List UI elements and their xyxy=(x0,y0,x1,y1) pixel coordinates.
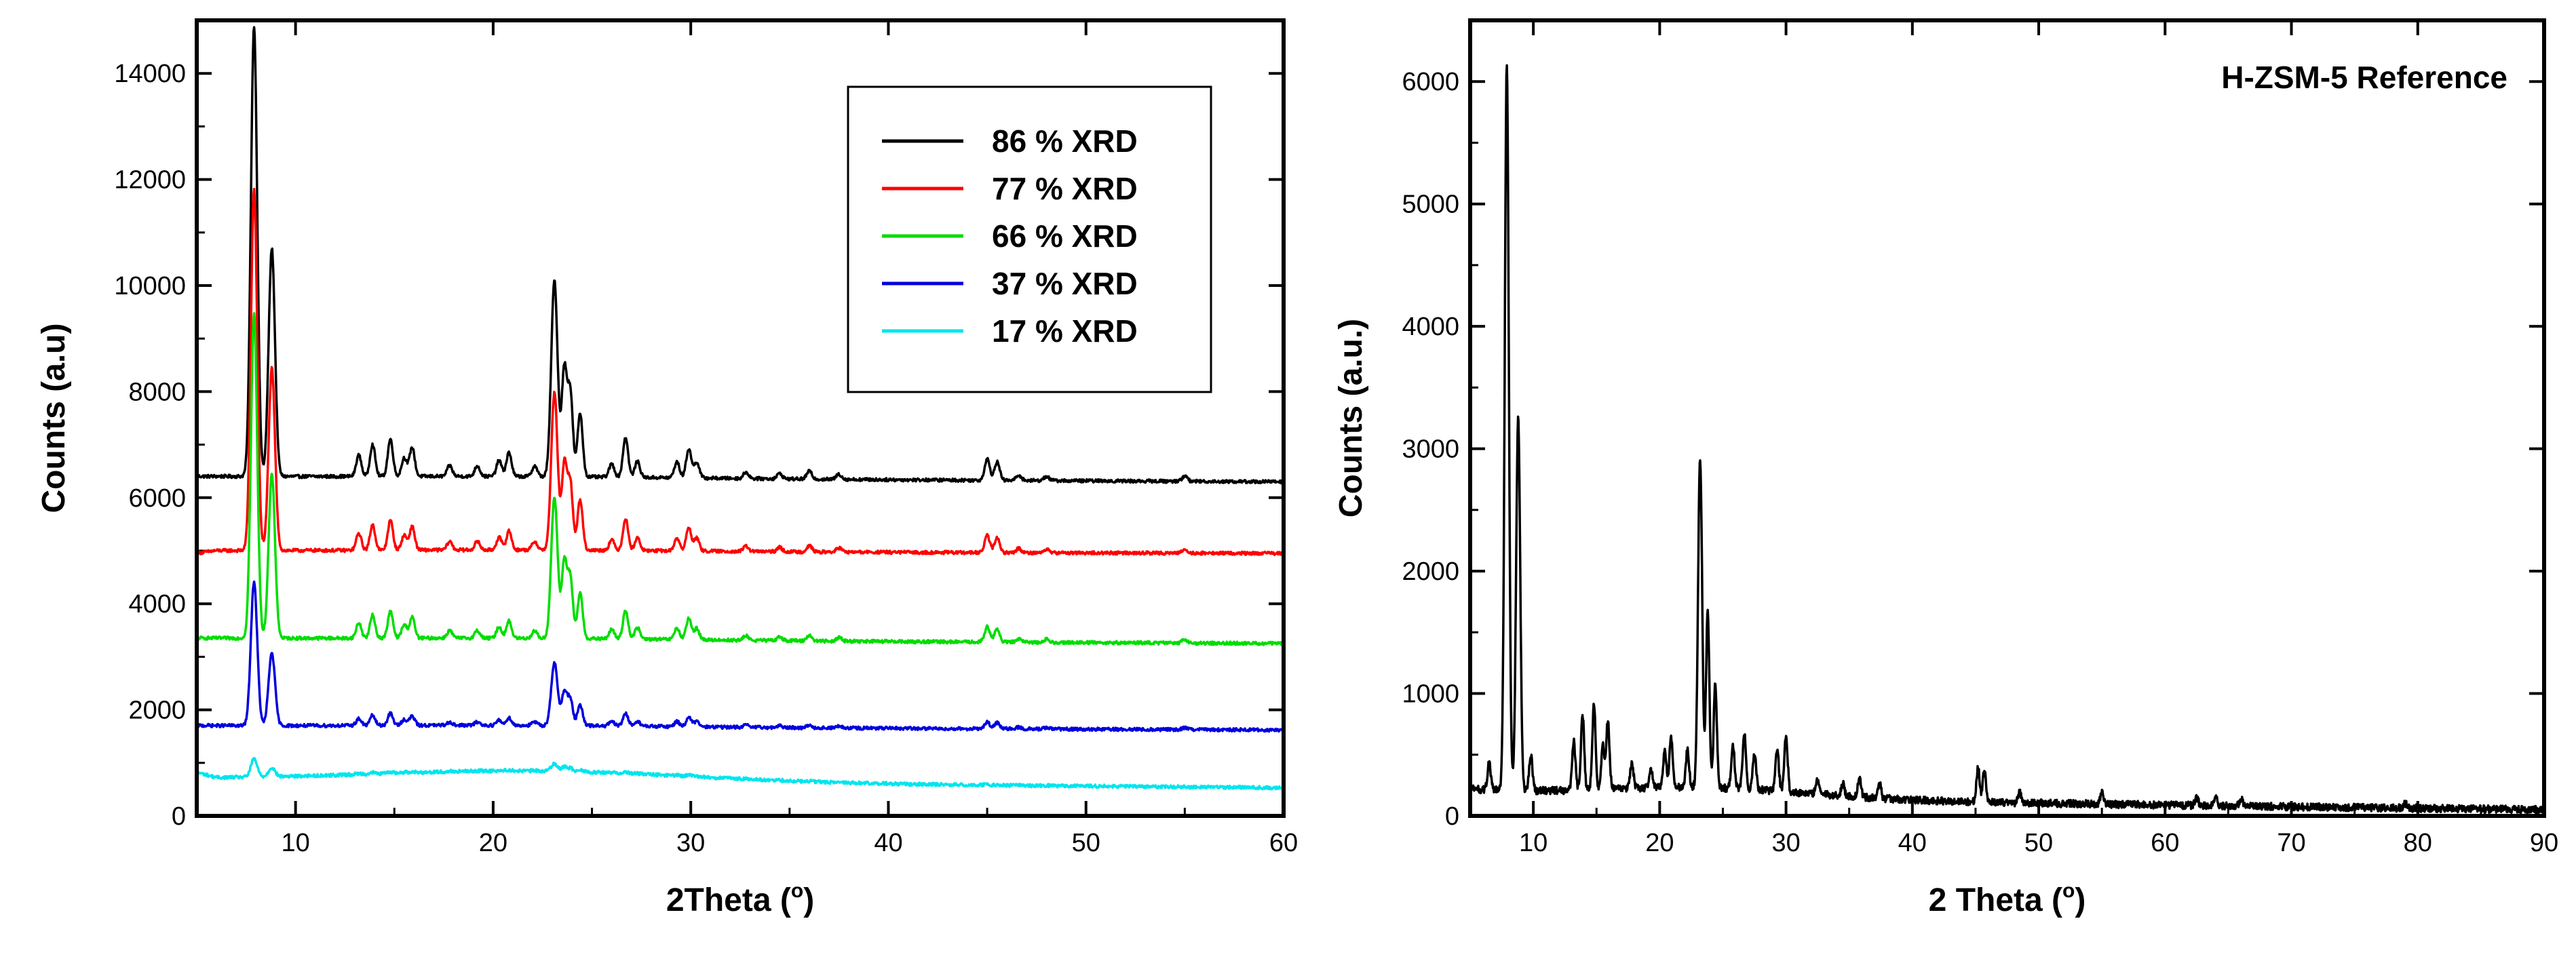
x-tick-label: 50 xyxy=(2024,829,2053,857)
legend: 86 % XRD 77 % XRD 66 % XRD 37 % XRD 17 % XRD xyxy=(847,85,1212,393)
plot-frame xyxy=(1468,18,2546,818)
legend-label-1: 77 % XRD xyxy=(992,171,1138,206)
x-tick-label: 80 xyxy=(2404,829,2432,857)
x-tick-label: 40 xyxy=(874,829,902,857)
series-line-3 xyxy=(197,580,1284,816)
y-tick-label: 0 xyxy=(1445,802,1459,831)
y-tick-label: 5000 xyxy=(1402,191,1459,219)
x-axis-label-degree: o xyxy=(2062,880,2075,902)
x-axis-label-close: ) xyxy=(803,882,814,918)
plot-area xyxy=(1470,64,2544,815)
series-line-2 xyxy=(197,312,1284,816)
y-tick-label: 2000 xyxy=(128,697,186,725)
x-tick-label: 30 xyxy=(1771,829,1800,857)
plot-area xyxy=(197,26,1284,816)
y-tick-label: 14000 xyxy=(114,60,186,88)
legend-label-4: 17 % XRD xyxy=(992,313,1138,349)
xrd-series-chart: 10 20 30 40 50 60 0 2000 4000 6000 8000 10000 12000 1… xyxy=(36,18,1298,918)
y-tick-label: 0 xyxy=(172,802,186,831)
x-tick-label: 20 xyxy=(479,829,507,857)
y-axis-label: Counts (a.u) xyxy=(36,324,72,513)
y-tick-label: 10000 xyxy=(114,272,186,300)
x-axis-label: 2 Theta (o) xyxy=(1929,880,2086,918)
x-tick-label: 50 xyxy=(1072,829,1100,857)
x-tick-label: 10 xyxy=(1519,829,1547,857)
y-tick-label: 6000 xyxy=(1402,68,1459,96)
x-tick-label: 90 xyxy=(2530,829,2558,857)
legend-label-0: 86 % XRD xyxy=(992,123,1138,159)
y-tick-label: 4000 xyxy=(1402,313,1459,341)
legend-label-2: 66 % XRD xyxy=(992,218,1138,254)
x-tick-label: 60 xyxy=(2151,829,2179,857)
series-line-4 xyxy=(197,757,1284,816)
reference-series-line xyxy=(1470,64,2544,815)
legend-label-3: 37 % XRD xyxy=(992,266,1138,301)
y-tick-label: 1000 xyxy=(1402,680,1459,709)
y-tick-label: 4000 xyxy=(128,590,186,619)
y-tick-label: 2000 xyxy=(1402,557,1459,586)
x-axis-label-close: ) xyxy=(2075,882,2085,918)
x-axis-label-main: 2Theta ( xyxy=(666,882,791,918)
x-tick-label: 60 xyxy=(1269,829,1298,857)
y-tick-label: 6000 xyxy=(128,484,186,513)
x-tick-label: 20 xyxy=(1645,829,1674,857)
x-axis-label-main: 2 Theta ( xyxy=(1929,882,2062,918)
reference-annotation: H-ZSM-5 Reference xyxy=(2221,60,2507,95)
x-tick-label: 70 xyxy=(2277,829,2305,857)
plot-frame xyxy=(195,18,1286,818)
y-tick-label: 8000 xyxy=(128,378,186,406)
y-axis-label: Counts (a.u.) xyxy=(1333,319,1369,517)
x-tick-label: 30 xyxy=(676,829,705,857)
x-tick-label: 10 xyxy=(281,829,309,857)
x-tick-label: 40 xyxy=(1898,829,1927,857)
x-axis-label: 2Theta (o) xyxy=(666,880,814,918)
legend-box xyxy=(847,85,1212,393)
series-line-0 xyxy=(197,26,1284,816)
x-axis-label-degree: o xyxy=(791,880,803,902)
y-tick-label: 3000 xyxy=(1402,435,1459,464)
y-tick-label: 12000 xyxy=(114,166,186,195)
hzsm5-reference-chart: 10 20 30 40 50 60 70 80 90 0 1000 2000 3000 4000 5000 6… xyxy=(1333,18,2558,918)
series-line-1 xyxy=(197,187,1284,816)
